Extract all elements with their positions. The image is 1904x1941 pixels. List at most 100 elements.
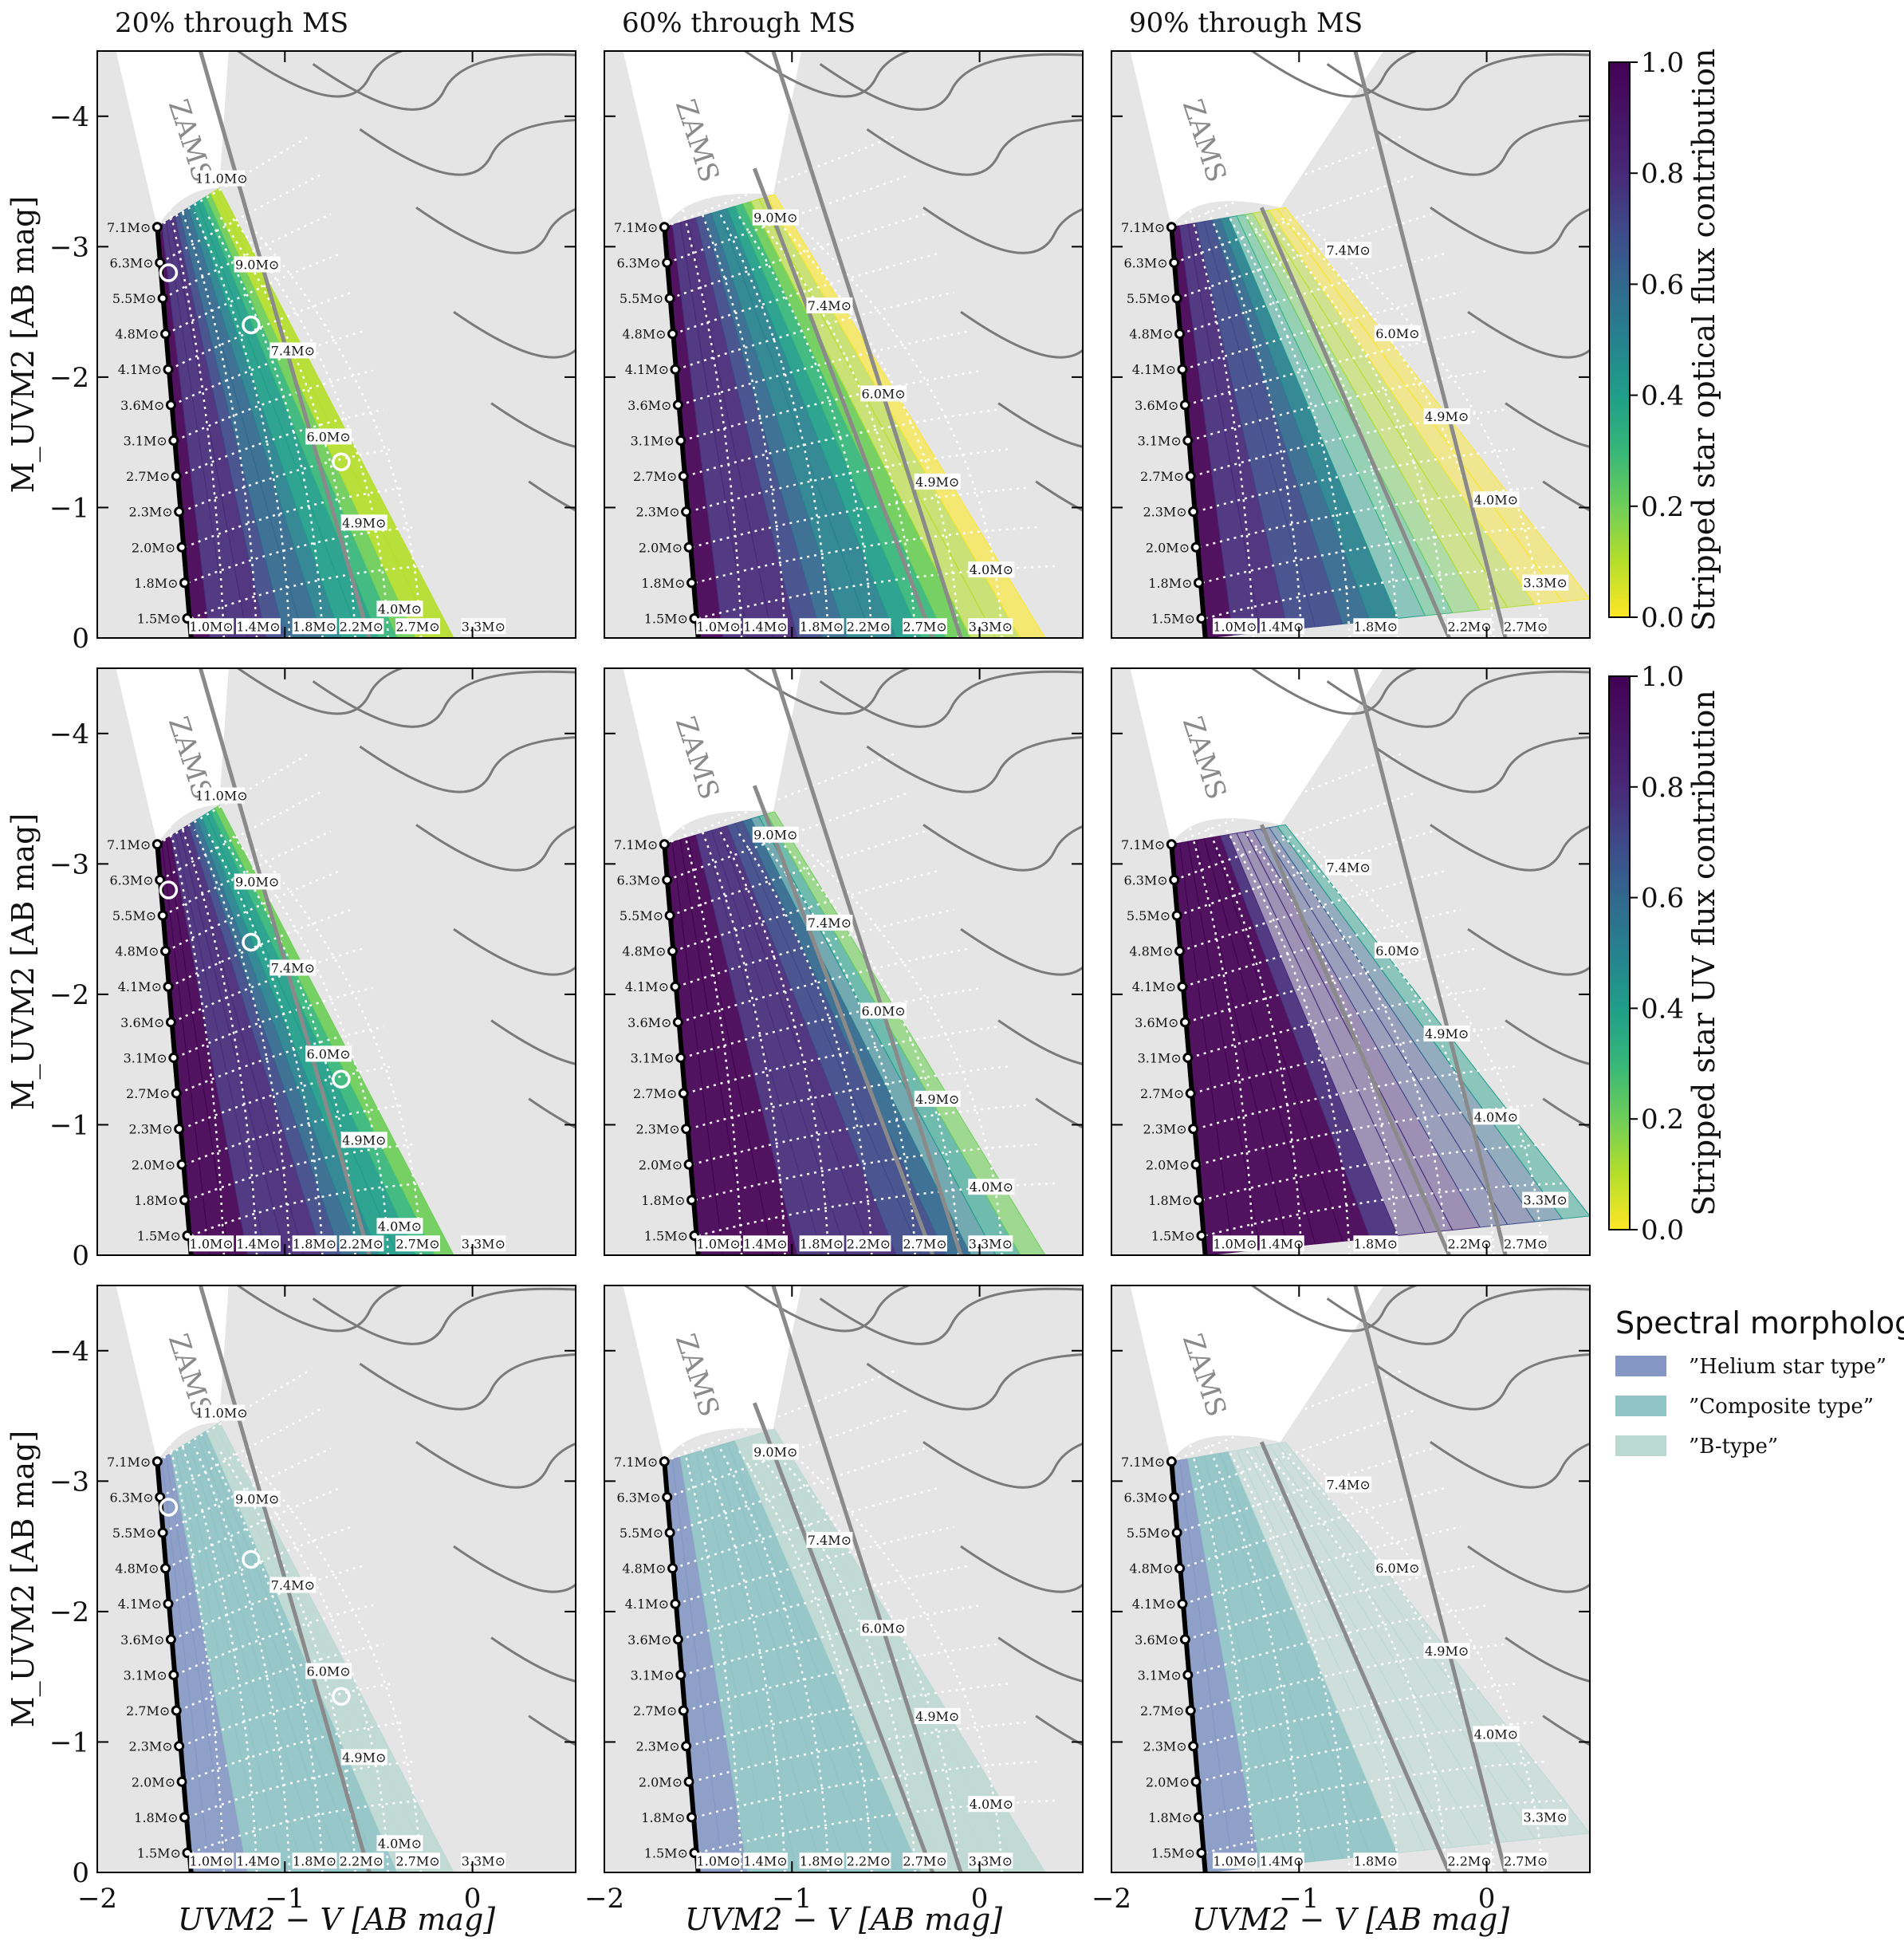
- stripped-mass-label: 3.1M⊙: [631, 433, 675, 448]
- stripped-mass-label: 4.8M⊙: [115, 944, 159, 959]
- stripped-mass-marker: [678, 1088, 689, 1099]
- evolutionary-track: [744, 668, 913, 715]
- x-tick-label: −2: [1092, 1883, 1131, 1915]
- bottom-mass-label: 3.3M⊙: [969, 619, 1013, 634]
- x-tick-label: −2: [584, 1883, 624, 1915]
- label-box: [1473, 1108, 1520, 1125]
- stripped-mass-label: 1.5M⊙: [644, 1845, 688, 1860]
- label-box: [1353, 1235, 1398, 1252]
- evolutionary-track: [237, 1285, 406, 1333]
- bottom-mass-label: 2.2M⊙: [1447, 1853, 1491, 1868]
- legend-swatch: [1615, 1396, 1666, 1416]
- grid-curve-stripped-mass: [691, 1721, 1026, 1783]
- label-box: [914, 1090, 961, 1107]
- grid-curve-companion-mass: [737, 213, 873, 638]
- stripped-mass-label: 5.5M⊙: [620, 1526, 663, 1541]
- evolutionary-track: [1505, 1636, 1590, 1683]
- grid-curve-companion-mass: [1299, 835, 1543, 1255]
- grid-curve-companion-mass: [230, 1451, 389, 1872]
- x-tick-label: −1: [265, 1883, 305, 1915]
- colorbar-tick-label: 0.4: [1641, 993, 1684, 1025]
- stripped-mass-marker: [160, 1563, 171, 1574]
- grid-curve-stripped-mass: [159, 174, 321, 264]
- stripped-mass-marker: [1171, 293, 1182, 304]
- companion-mass-label: 4.9M⊙: [1425, 1026, 1469, 1041]
- companion-mass-label: 6.0M⊙: [306, 1663, 350, 1679]
- observed-star-marker: [332, 1687, 351, 1706]
- bottom-mass-label: 2.2M⊙: [340, 619, 384, 634]
- bottom-mass-label: 3.3M⊙: [462, 1236, 506, 1251]
- colorbar-tick-label: 0.0: [1641, 602, 1684, 634]
- companion-mass-label: 6.0M⊙: [306, 429, 350, 444]
- grid-curve-stripped-mass: [1183, 1526, 1461, 1605]
- evolutionary-track: [312, 1287, 576, 1345]
- stripped-mass-marker: [1185, 1088, 1196, 1099]
- stripped-mass-label: 2.0M⊙: [132, 1774, 175, 1789]
- stripped-mass-marker: [667, 1563, 679, 1574]
- evolutionary-track: [1467, 927, 1590, 976]
- grid-curve-companion-mass: [1262, 1449, 1447, 1872]
- companion-mass-label: 9.0M⊙: [235, 875, 279, 890]
- grid-curve-stripped-mass: [1190, 369, 1490, 442]
- y-tick-label: −1: [49, 1726, 89, 1758]
- stripped-mass-label: 2.7M⊙: [1140, 1086, 1184, 1101]
- evolutionary-track: [453, 310, 576, 359]
- stripped-mass-label: 5.5M⊙: [112, 291, 156, 306]
- zams-line: [1353, 1285, 1508, 1872]
- grid-curve-stripped-mass: [1180, 252, 1447, 335]
- stripped-mass-marker: [686, 1195, 698, 1206]
- label-box: [1423, 408, 1470, 425]
- stripped-mass-label: 2.3M⊙: [1143, 1739, 1186, 1754]
- grid-curve-stripped-mass: [1180, 869, 1447, 952]
- stripped-mass-label: 2.0M⊙: [639, 540, 683, 555]
- stripped-mass-marker: [681, 1124, 692, 1135]
- x-tick-label: 0: [464, 1883, 482, 1915]
- terminal-line: [1259, 207, 1451, 638]
- stripped-mass-label: 7.1M⊙: [1121, 837, 1165, 852]
- label-box: [340, 514, 387, 531]
- label-box: [234, 873, 281, 890]
- grid-curve-stripped-mass: [191, 1182, 426, 1237]
- label-box: [340, 1132, 387, 1148]
- y-tick-label: −3: [49, 848, 89, 880]
- stripped-mass-marker: [168, 1052, 179, 1063]
- stripped-mass-label: 2.0M⊙: [1146, 540, 1190, 555]
- stripped-mass-label: 1.5M⊙: [137, 1228, 181, 1243]
- label-box: [236, 618, 281, 635]
- grid-curve-stripped-mass: [691, 486, 1026, 549]
- grid-curve-stripped-mass: [679, 947, 969, 1024]
- bottom-mass-label: 1.0M⊙: [190, 619, 234, 634]
- label-box: [198, 787, 245, 804]
- grid-curve-stripped-mass: [1202, 1143, 1548, 1202]
- stripped-mass-label: 2.3M⊙: [128, 505, 172, 520]
- grid-curve-stripped-mass: [1195, 1682, 1519, 1747]
- panel-r2-c1: ZAMS7.1M⊙6.3M⊙5.5M⊙4.8M⊙4.1M⊙3.6M⊙3.1M⊙2…: [6, 667, 576, 1272]
- companion-mass-label: 4.9M⊙: [1425, 409, 1469, 424]
- stripped-mass-marker: [662, 257, 673, 268]
- label-box: [752, 209, 799, 226]
- grid-curve-stripped-mass: [663, 1369, 897, 1463]
- observed-star-marker: [242, 315, 261, 335]
- grid-curve-stripped-mass: [178, 1643, 384, 1712]
- stripped-mass-label: 2.3M⊙: [635, 505, 679, 520]
- y-axis-label: M_UVM2 [AB mag]: [6, 196, 41, 494]
- stripped-mass-marker: [1188, 1741, 1199, 1752]
- companion-mass-label: 7.4M⊙: [271, 343, 315, 358]
- zams-line: [1353, 51, 1508, 638]
- legend-title: Spectral morphology: [1615, 1305, 1904, 1341]
- label-box: [1522, 574, 1569, 591]
- bottom-mass-label: 2.2M⊙: [340, 1236, 384, 1251]
- colorbar-tick-label: 0.2: [1641, 491, 1684, 523]
- x-tick-label: 0: [971, 1883, 989, 1915]
- stripped-mass-marker: [160, 329, 171, 340]
- stripped-mass-marker: [681, 506, 692, 518]
- contour-band: [214, 187, 454, 638]
- grid-curve-stripped-mass: [663, 752, 897, 845]
- stripped-mass-marker: [1196, 612, 1207, 624]
- label-box: [305, 1663, 352, 1679]
- stripped-mass-label: 3.6M⊙: [120, 1632, 164, 1648]
- stripped-mass-label: 3.6M⊙: [627, 398, 671, 413]
- label-box: [269, 1577, 317, 1593]
- plot-frame: [1111, 667, 1591, 1256]
- stripped-mass-marker: [151, 839, 163, 850]
